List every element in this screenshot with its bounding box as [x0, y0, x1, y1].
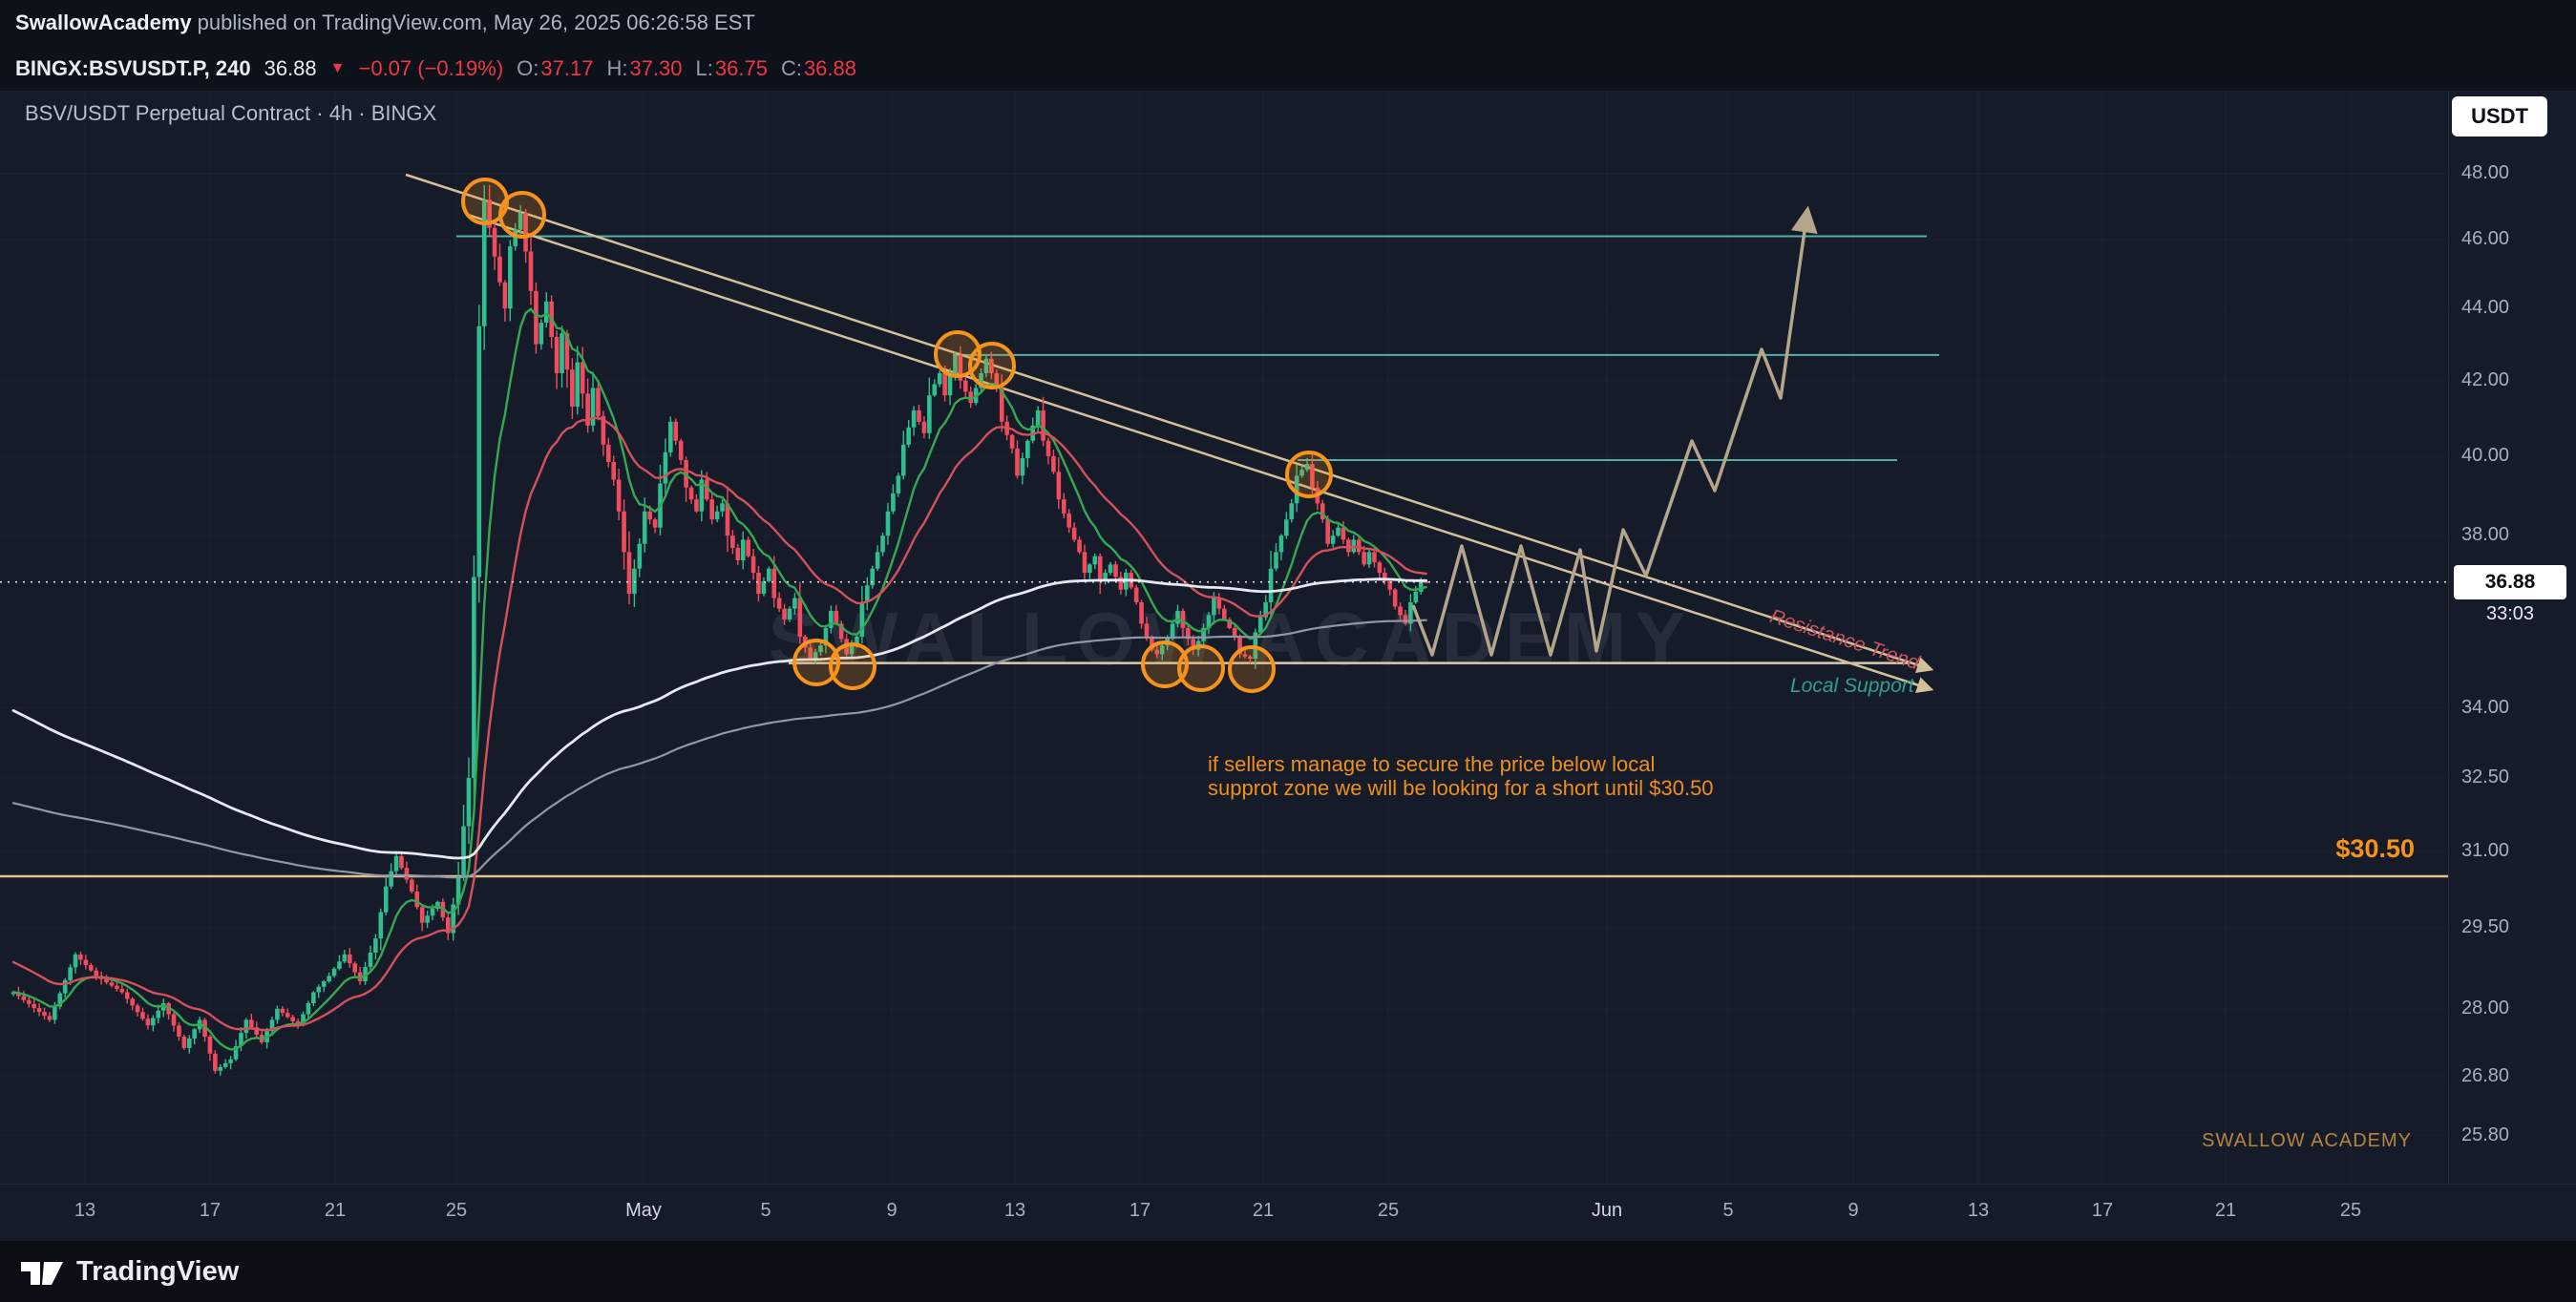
publish-info-bar: SwallowAcademy published on TradingView.… [0, 0, 2576, 46]
target-price-label: $30.50 [2335, 834, 2415, 863]
time-tick-label: 17 [199, 1200, 222, 1221]
tradingview-logo-icon[interactable] [19, 1252, 65, 1291]
price-tick-label: 32.50 [2461, 766, 2510, 788]
chart-legend-title: BSV/USDT Perpetual Contract · 4h · BINGX [25, 101, 437, 125]
swallow-academy-credit: SWALLOW ACADEMY [2202, 1130, 2412, 1151]
time-tick-label: 21 [324, 1200, 347, 1221]
time-tick-label: 5 [760, 1200, 771, 1221]
local-support-label: Local Support [1790, 675, 1914, 697]
symbol-text: BINGX:BSVUSDT.P, 240 [15, 55, 251, 80]
chart-pane[interactable]: SWALLOW ACADEMY BSV/USDT Perpetual Contr… [0, 91, 2576, 1241]
author-link[interactable]: SwallowAcademy [15, 10, 192, 34]
currency-usdt-button[interactable]: USDT [2452, 96, 2547, 136]
time-tick-label: 13 [1003, 1200, 1026, 1221]
symbol-info-bar: BINGX:BSVUSDT.P, 240 36.88 ▼ −0.07 (−0.1… [0, 46, 2576, 91]
time-tick-label: 25 [2339, 1200, 2362, 1221]
tradingview-footer-bar: TradingView [0, 1241, 2576, 1302]
time-tick-label: 25 [445, 1200, 468, 1221]
time-tick-label: 17 [1129, 1200, 1151, 1221]
time-tick-label: 21 [1252, 1200, 1275, 1221]
price-tick-label: 29.50 [2461, 916, 2510, 938]
price-chart-canvas[interactable] [0, 92, 2448, 1184]
price-tick-label: 34.00 [2461, 696, 2510, 718]
last-price-axis-label: 36.88 [2454, 564, 2566, 599]
price-tick-label: 48.00 [2461, 162, 2510, 183]
time-tick-label: 13 [74, 1200, 96, 1221]
time-tick-label: Jun [1591, 1200, 1623, 1221]
tradingview-brand-link[interactable]: TradingView [76, 1255, 240, 1287]
price-change-text: −0.07 (−0.19%) [358, 55, 504, 80]
time-tick-label: 21 [2214, 1200, 2237, 1221]
time-tick-label: 13 [1967, 1200, 1990, 1221]
publish-info-text: published on TradingView.com, May 26, 20… [197, 10, 755, 34]
ohlc-high: H: 37.30 [606, 55, 683, 80]
time-axis[interactable]: 13 17 21 25 May 5 9 13 17 21 25 Jun 5 9 13 17 21 25 [0, 1184, 2576, 1242]
price-tick-label: 38.00 [2461, 524, 2510, 546]
last-price-text: 36.88 [264, 55, 317, 80]
price-tick-label: 28.00 [2461, 997, 2510, 1018]
ohlc-low: L: 36.75 [695, 55, 768, 80]
time-tick-label: 5 [1722, 1200, 1734, 1221]
price-down-triangle-icon: ▼ [329, 59, 346, 76]
price-axis[interactable]: 36.88 33:03 48.00 46.00 44.00 42.00 40.00 38.… [2448, 92, 2576, 1184]
price-tick-label: 42.00 [2461, 368, 2510, 390]
time-tick-label: 9 [886, 1200, 897, 1221]
price-tick-label: 25.80 [2461, 1124, 2510, 1145]
time-tick-label: 17 [2091, 1200, 2114, 1221]
time-tick-label: 25 [1377, 1200, 1400, 1221]
bar-countdown-label: 33:03 [2485, 602, 2535, 624]
price-tick-label: 46.00 [2461, 228, 2510, 250]
time-tick-label: May [625, 1200, 662, 1221]
price-tick-label: 31.00 [2461, 839, 2510, 861]
price-tick-label: 26.80 [2461, 1064, 2510, 1086]
price-tick-label: 44.00 [2461, 297, 2510, 319]
ohlc-open: O: 37.17 [517, 55, 594, 80]
trade-note-text: if sellers manage to secure the price be… [1208, 752, 1714, 800]
ohlc-close: C: 36.88 [780, 55, 856, 80]
price-tick-label: 40.00 [2461, 444, 2510, 466]
time-tick-label: 9 [1848, 1200, 1859, 1221]
